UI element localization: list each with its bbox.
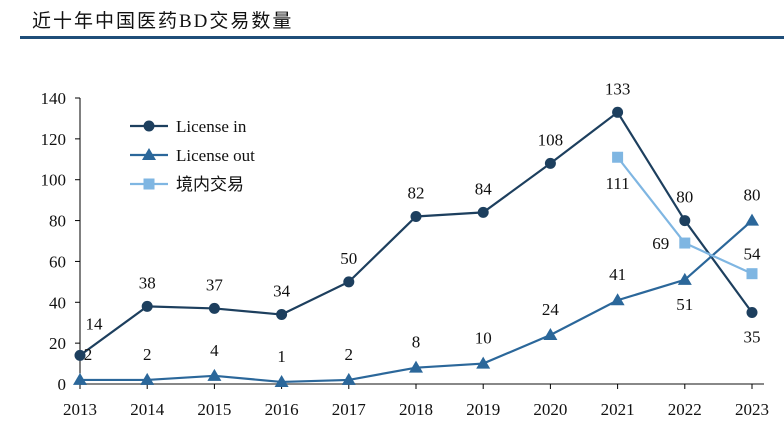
x-tick-label: 2017 <box>332 400 367 419</box>
x-tick-label: 2013 <box>63 400 97 419</box>
data-label: 8 <box>412 333 421 352</box>
data-label: 14 <box>86 314 104 333</box>
data-label: 80 <box>744 186 761 205</box>
data-point <box>141 300 153 312</box>
data-point <box>745 213 759 226</box>
data-point <box>679 215 691 227</box>
data-label: 38 <box>139 273 156 292</box>
data-label: 10 <box>475 329 492 348</box>
data-point <box>679 237 691 249</box>
y-tick-label: 20 <box>49 334 66 353</box>
x-tick-label: 2019 <box>466 400 500 419</box>
data-point <box>543 327 558 340</box>
data-label: 35 <box>744 328 761 347</box>
data-point <box>343 276 355 288</box>
y-tick-label: 100 <box>41 171 67 190</box>
data-label: 80 <box>676 188 693 207</box>
y-tick-label: 60 <box>49 252 66 271</box>
data-point <box>74 349 86 361</box>
data-label: 41 <box>609 265 626 284</box>
data-point <box>476 356 491 369</box>
data-point <box>612 151 624 163</box>
data-label: 111 <box>605 174 629 193</box>
x-tick-label: 2020 <box>533 400 567 419</box>
data-label: 54 <box>744 245 762 264</box>
data-point <box>341 372 356 385</box>
y-tick-label: 40 <box>49 293 66 312</box>
data-point <box>274 374 289 387</box>
y-tick-label: 0 <box>58 375 67 394</box>
chart-title: 近十年中国医药BD交易数量 <box>32 11 294 32</box>
data-label: 133 <box>605 79 631 98</box>
data-label: 34 <box>273 282 291 301</box>
legend-marker <box>143 120 155 132</box>
legend-label: License in <box>176 117 247 136</box>
data-point <box>410 210 422 222</box>
data-label: 4 <box>210 341 219 360</box>
data-point <box>610 293 625 306</box>
legend-label: 境内交易 <box>176 175 244 194</box>
x-tick-label: 2021 <box>601 400 635 419</box>
x-tick-label: 2023 <box>735 400 769 419</box>
data-point <box>477 206 489 218</box>
x-tick-label: 2014 <box>130 400 165 419</box>
data-point <box>612 106 624 118</box>
data-label: 108 <box>538 130 564 149</box>
data-label: 37 <box>206 275 224 294</box>
data-point <box>746 307 758 318</box>
data-point <box>140 372 155 385</box>
data-label: 51 <box>676 295 693 314</box>
y-tick-label: 140 <box>41 89 67 108</box>
data-point <box>208 302 220 314</box>
legend-marker <box>142 148 156 160</box>
x-tick-label: 2015 <box>197 400 231 419</box>
data-label: 69 <box>652 234 669 253</box>
y-tick-label: 120 <box>41 130 67 149</box>
series-line-1 <box>80 219 753 384</box>
data-point <box>73 372 87 385</box>
legend-marker <box>143 178 155 190</box>
data-label: 2 <box>143 345 152 364</box>
data-label: 84 <box>475 179 493 198</box>
data-label: 1 <box>277 347 286 366</box>
data-label: 2 <box>345 345 354 364</box>
x-tick-label: 2018 <box>399 400 433 419</box>
data-point <box>207 368 222 381</box>
y-tick-label: 80 <box>49 212 66 231</box>
data-point <box>677 272 692 285</box>
data-point <box>276 309 288 321</box>
data-label: 82 <box>408 183 425 202</box>
data-point <box>409 360 423 373</box>
title-underline <box>20 36 784 39</box>
x-tick-label: 2022 <box>668 400 702 419</box>
legend-label: License out <box>176 146 255 165</box>
data-label: 50 <box>340 249 357 268</box>
data-label: 2 <box>84 345 93 364</box>
data-point <box>544 157 556 169</box>
data-point <box>746 268 758 280</box>
data-label: 24 <box>542 300 560 319</box>
x-tick-label: 2016 <box>265 400 299 419</box>
